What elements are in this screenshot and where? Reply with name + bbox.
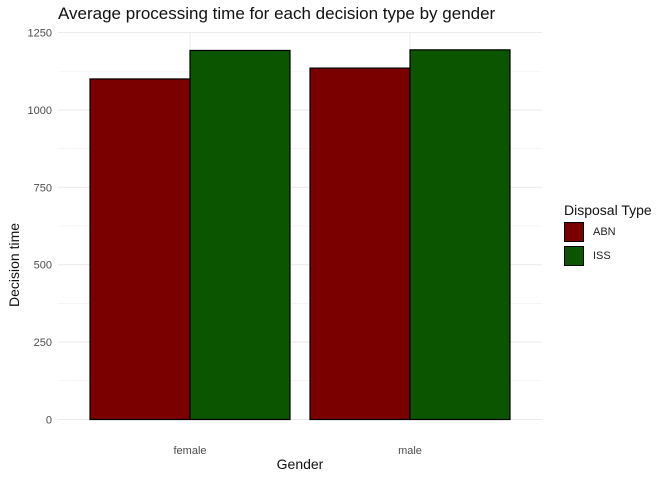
legend-item-iss: ISS [564,246,652,266]
legend-title: Disposal Type [564,202,652,218]
y-tick-label: 1250 [28,28,52,40]
legend-swatch-abn [564,222,584,242]
y-tick-label: 250 [34,337,52,349]
y-tick-label: 500 [34,260,52,272]
x-tick-label: female [173,445,206,457]
x-axis-title: Gender [276,456,324,472]
y-tick-label: 0 [46,415,52,427]
legend-swatch-iss [564,246,584,266]
legend-item-abn: ABN [564,222,652,242]
legend: Disposal Type ABN ISS [564,202,652,266]
y-axis-title: Decision time [6,222,22,308]
y-tick-label: 750 [34,182,52,194]
bar-iss-female [189,49,291,421]
bar-abn-female [89,78,191,421]
bar-iss-male [409,49,511,421]
chart-title: Average processing time for each decisio… [58,4,496,23]
legend-label-iss: ISS [593,250,611,262]
bars [89,49,511,421]
y-tick-label: 1000 [28,105,52,117]
legend-label-abn: ABN [593,226,616,238]
x-tick-label: male [398,445,422,457]
bar-abn-male [309,67,411,421]
x-axis-ticks: female male [173,445,421,457]
y-axis-ticks: 0 250 500 750 1000 1250 [28,28,52,427]
